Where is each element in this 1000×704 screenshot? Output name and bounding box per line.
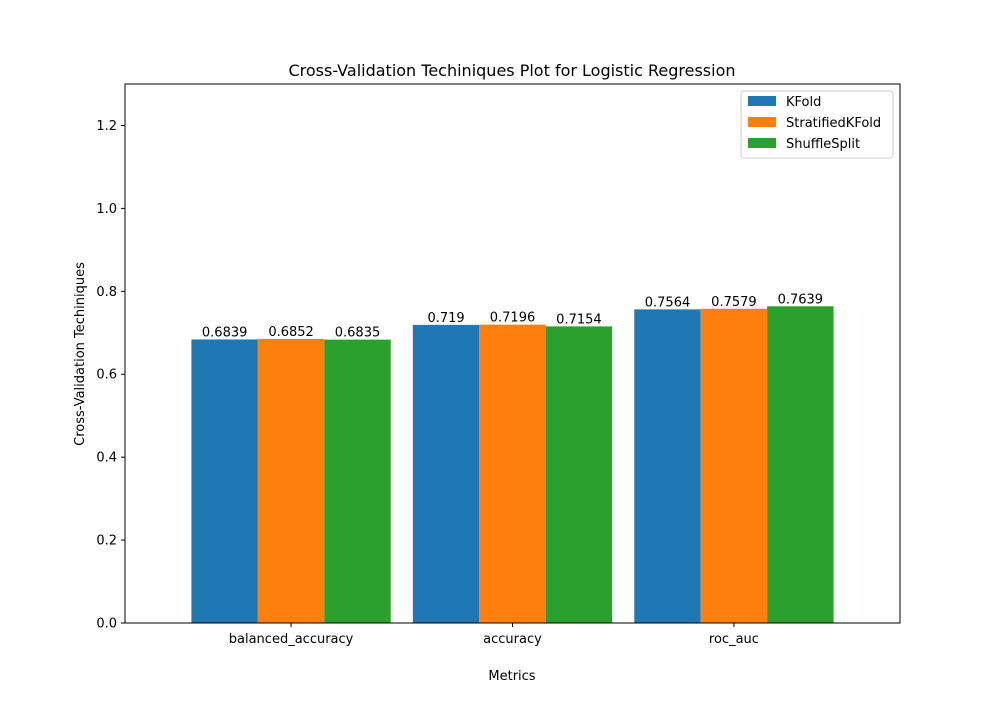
legend-swatch	[748, 138, 776, 148]
bar-shufflesplit-balanced-accuracy	[324, 339, 391, 623]
bar-value-label: 0.7564	[645, 295, 691, 310]
bar-kfold-balanced-accuracy	[191, 339, 258, 623]
bar-stratifiedkfold-roc-auc	[700, 308, 768, 623]
bar-value-label: 0.719	[427, 311, 464, 326]
y-tick-label: 0.2	[96, 534, 117, 549]
y-axis: 0.0 0.2 0.4 0.6 0.8 1.0 1.2	[96, 119, 125, 632]
x-tick-label: accuracy	[483, 632, 542, 647]
bar-value-label: 0.7196	[490, 311, 536, 326]
bar-value-labels: 0.6839 0.719 0.7564 0.6852 0.7196 0.7579 0.683…	[202, 292, 823, 340]
legend-label: KFold	[786, 95, 821, 110]
y-tick-label: 0.8	[96, 285, 117, 300]
x-tick-label: roc_auc	[709, 632, 759, 647]
bar-value-label: 0.6852	[268, 325, 314, 340]
legend-swatch	[748, 117, 776, 127]
bar-value-label: 0.7154	[556, 312, 602, 327]
bar-stratifiedkfold-accuracy	[479, 324, 546, 623]
bar-kfold-accuracy	[412, 324, 480, 623]
bar-kfold-roc-auc	[634, 309, 701, 623]
bar-stratifiedkfold-balanced-accuracy	[257, 338, 325, 623]
y-axis-label: Cross-Validation Techiniques	[73, 262, 88, 446]
y-tick-label: 0.6	[96, 368, 117, 383]
bar-value-label: 0.6835	[335, 326, 381, 341]
x-tick-label: balanced_accuracy	[229, 632, 354, 647]
y-tick-label: 0.4	[96, 451, 117, 466]
legend-label: ShuffleSplit	[786, 137, 860, 152]
legend-label: StratifiedKFold	[786, 116, 881, 131]
bar-value-label: 0.6839	[202, 325, 248, 340]
legend-frame	[740, 90, 894, 159]
bar-shufflesplit-accuracy	[545, 326, 613, 623]
y-tick-label: 1.0	[96, 202, 117, 217]
x-axis: balanced_accuracy accuracy roc_auc	[229, 623, 759, 647]
y-tick-label: 1.2	[96, 119, 117, 134]
y-tick-label: 0.0	[96, 617, 117, 632]
bar-shufflesplit-roc-auc	[767, 306, 834, 623]
x-axis-label: Metrics	[488, 669, 535, 684]
chart-title: Cross-Validation Techiniques Plot for Lo…	[288, 61, 735, 80]
legend: KFold StratifiedKFold ShuffleSplit	[740, 90, 894, 159]
bar-value-label: 0.7639	[778, 292, 824, 307]
bar-value-label: 0.7579	[711, 295, 757, 310]
bars-group	[191, 306, 834, 623]
legend-swatch	[748, 96, 776, 106]
